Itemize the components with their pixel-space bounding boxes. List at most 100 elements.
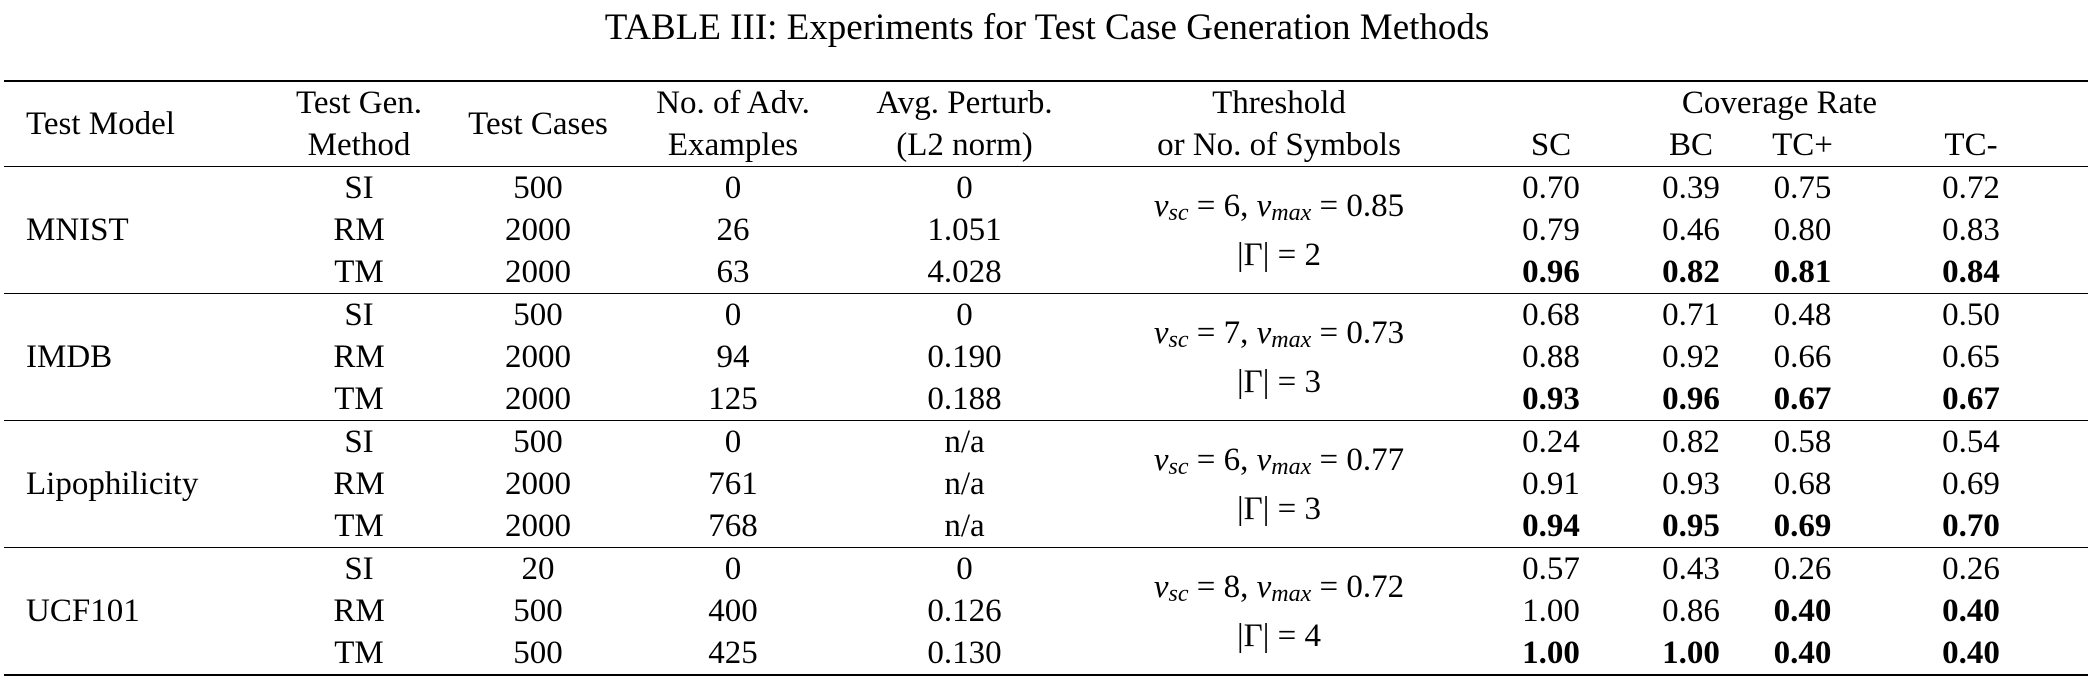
- coverage-tc-plus-cell: 0.69: [1773, 508, 1832, 544]
- table-caption: TABLE III: Experiments for Test Case Gen…: [604, 7, 1490, 48]
- gamma-value: 2: [1304, 236, 1321, 273]
- coverage-tc-minus-cell: 0.54: [1942, 424, 2000, 460]
- vsc-value: 6: [1223, 187, 1241, 224]
- test-cases-cell: 2000: [505, 254, 571, 290]
- header-method-line1: Test Gen.: [296, 85, 422, 121]
- vsc-value: 8: [1223, 568, 1241, 605]
- method-cell: RM: [333, 593, 385, 629]
- vsc-value: 6: [1223, 441, 1241, 478]
- coverage-sc-cell: 0.79: [1522, 212, 1580, 248]
- method-cell: TM: [334, 508, 384, 544]
- adv-examples-cell: 0: [724, 551, 742, 587]
- header-tc-minus: TC-: [1944, 127, 1998, 163]
- threshold-cell: vsc = 8, vmax = 0.72 |Γ| = 4: [1087, 548, 1471, 676]
- table-row: RM 2000 94 0.190 0.88 0.92 0.66 0.65: [4, 336, 2088, 378]
- table-row: TM 500 425 0.130 1.00 1.00 0.40 0.40: [4, 632, 2088, 675]
- coverage-sc-cell: 0.93: [1522, 381, 1580, 417]
- header-sc: SC: [1530, 127, 1572, 163]
- table-body: MNIST SI 500 0 0 vsc = 6, vmax = 0.85 |Γ| = 2 0…: [4, 166, 2088, 676]
- coverage-bc-cell: 0.71: [1662, 297, 1720, 333]
- symbols-formula: |Γ| = 3: [1237, 363, 1321, 400]
- gamma-value: 3: [1304, 490, 1321, 527]
- table-row: RM 2000 26 1.051 0.79 0.46 0.80 0.83: [4, 209, 2088, 251]
- test-cases-cell: 500: [513, 593, 563, 629]
- coverage-sc-cell: 0.96: [1522, 254, 1580, 290]
- symbols-formula: |Γ| = 2: [1237, 236, 1321, 273]
- header-row-2: Method Examples (L2 norm) or No. of Symb…: [4, 124, 2088, 167]
- coverage-sc-cell: 0.57: [1522, 551, 1580, 587]
- results-table: Test Model Test Gen. Test Cases No. of A…: [4, 80, 2088, 676]
- test-cases-cell: 2000: [505, 466, 571, 502]
- header-method-line2: Method: [307, 127, 411, 163]
- coverage-bc-cell: 0.82: [1662, 254, 1720, 290]
- adv-examples-cell: 0: [724, 297, 742, 333]
- coverage-sc-cell: 0.70: [1522, 170, 1580, 206]
- coverage-bc-cell: 0.39: [1662, 170, 1720, 206]
- coverage-bc-cell: 0.92: [1662, 339, 1720, 375]
- test-model-cell: MNIST: [26, 212, 129, 248]
- method-cell: TM: [334, 635, 384, 671]
- table-row: MNIST SI 500 0 0 vsc = 6, vmax = 0.85 |Γ| = 2 0…: [4, 166, 2088, 273]
- coverage-tc-plus-cell: 0.75: [1773, 170, 1832, 206]
- header-test-cases: Test Cases: [468, 106, 608, 142]
- perturbation-cell: 0.130: [927, 635, 1002, 671]
- coverage-tc-plus-cell: 0.48: [1773, 297, 1832, 333]
- method-cell: TM: [334, 381, 384, 417]
- perturbation-cell: n/a: [944, 466, 985, 502]
- header-adv-line2: Examples: [667, 127, 799, 163]
- adv-examples-cell: 94: [716, 339, 750, 375]
- perturbation-cell: 0.126: [927, 593, 1002, 629]
- coverage-tc-plus-cell: 0.40: [1773, 635, 1832, 671]
- adv-examples-cell: 0: [724, 424, 742, 460]
- header-test-model: Test Model: [26, 106, 175, 142]
- test-cases-cell: 2000: [505, 508, 571, 544]
- coverage-tc-minus-cell: 0.69: [1942, 466, 2000, 502]
- adv-examples-cell: 0: [724, 170, 742, 206]
- coverage-tc-minus-cell: 0.40: [1942, 593, 2000, 629]
- coverage-tc-plus-cell: 0.67: [1773, 381, 1832, 417]
- coverage-tc-minus-cell: 0.26: [1942, 551, 2000, 587]
- adv-examples-cell: 761: [708, 466, 758, 502]
- test-cases-cell: 500: [513, 170, 563, 206]
- vmax-value: 0.77: [1346, 441, 1405, 478]
- threshold-formula: vsc = 6, vmax = 0.85: [1153, 187, 1405, 226]
- coverage-sc-cell: 0.24: [1522, 424, 1580, 460]
- perturbation-cell: 0: [956, 170, 973, 206]
- vmax-value: 0.73: [1346, 314, 1405, 351]
- threshold-formula: vsc = 7, vmax = 0.73: [1153, 314, 1405, 353]
- method-cell: RM: [333, 339, 385, 375]
- header-adv-line1: No. of Adv.: [656, 85, 810, 121]
- method-cell: SI: [344, 551, 374, 587]
- coverage-sc-cell: 0.88: [1522, 339, 1580, 375]
- coverage-tc-plus-cell: 0.68: [1773, 466, 1832, 502]
- table-row: IMDB SI 500 0 0 vsc = 7, vmax = 0.73 |Γ| = 3 0.…: [4, 293, 2088, 400]
- coverage-sc-cell: 0.91: [1522, 466, 1580, 502]
- header-tc-plus: TC+: [1772, 127, 1833, 163]
- coverage-tc-minus-cell: 0.83: [1942, 212, 2000, 248]
- coverage-sc-cell: 1.00: [1522, 593, 1580, 629]
- symbols-formula: |Γ| = 4: [1237, 617, 1321, 654]
- adv-examples-cell: 768: [708, 508, 758, 544]
- gamma-value: 4: [1304, 617, 1321, 654]
- coverage-tc-plus-cell: 0.26: [1773, 551, 1832, 587]
- table-row: RM 2000 761 n/a 0.91 0.93 0.68 0.69: [4, 463, 2088, 505]
- header-pert-line2: (L2 norm): [896, 127, 1033, 163]
- perturbation-cell: n/a: [944, 508, 985, 544]
- test-model-cell: Lipophilicity: [26, 466, 199, 502]
- method-cell: RM: [333, 466, 385, 502]
- header-threshold-line1: Threshold: [1212, 85, 1346, 121]
- method-cell: RM: [333, 212, 385, 248]
- coverage-tc-minus-cell: 0.84: [1942, 254, 2000, 290]
- adv-examples-cell: 400: [708, 593, 758, 629]
- method-cell: SI: [344, 170, 374, 206]
- test-cases-cell: 500: [513, 424, 563, 460]
- table-row: Lipophilicity SI 500 0 n/a vsc = 6, vmax = 0.…: [4, 420, 2088, 527]
- method-cell: SI: [344, 297, 374, 333]
- method-cell: TM: [334, 254, 384, 290]
- coverage-tc-plus-cell: 0.80: [1773, 212, 1832, 248]
- threshold-cell: vsc = 6, vmax = 0.85 |Γ| = 2: [1087, 167, 1471, 294]
- perturbation-cell: 0.188: [927, 381, 1002, 417]
- header-row-1: Test Model Test Gen. Test Cases No. of A…: [4, 81, 2088, 142]
- perturbation-cell: 0: [956, 551, 973, 587]
- test-model-cell: IMDB: [26, 339, 113, 375]
